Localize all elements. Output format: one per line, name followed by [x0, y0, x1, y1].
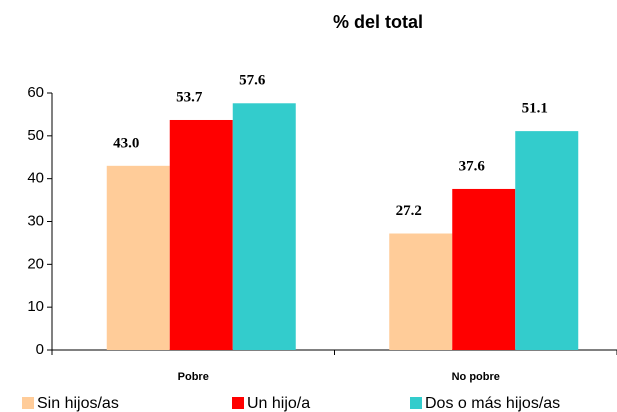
value-label: 51.1 [522, 101, 548, 117]
value-label: 43.0 [113, 135, 139, 151]
chart-title: % del total [333, 12, 423, 32]
bar [169, 119, 233, 350]
value-label: 57.6 [239, 73, 266, 89]
bar [389, 233, 453, 350]
legend-swatch [410, 397, 422, 409]
bar [515, 131, 579, 350]
bar [232, 103, 296, 350]
y-tick-label: 10 [27, 298, 44, 315]
y-tick-label: 30 [27, 212, 44, 229]
bar [106, 165, 170, 350]
value-label: 37.6 [459, 158, 486, 174]
x-tick-label: No pobre [452, 371, 500, 383]
value-label: 27.2 [396, 203, 422, 219]
legend-label: Dos o más hijos/as [425, 395, 560, 412]
bar [452, 188, 516, 350]
legend-swatch [22, 397, 34, 409]
x-tick-label: Pobre [178, 371, 209, 383]
y-tick-label: 20 [27, 255, 44, 272]
y-tick-label: 50 [27, 127, 44, 144]
value-label: 53.7 [176, 89, 203, 105]
y-tick-label: 60 [27, 84, 44, 101]
legend-label: Sin hijos/as [37, 395, 119, 412]
legend-swatch [232, 397, 244, 409]
y-tick-label: 0 [36, 341, 44, 358]
legend-label: Un hijo/a [247, 395, 310, 412]
y-tick-label: 40 [27, 170, 44, 187]
